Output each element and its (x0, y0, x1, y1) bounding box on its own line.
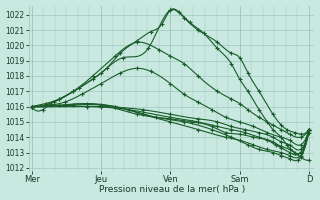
X-axis label: Pression niveau de la mer( hPa ): Pression niveau de la mer( hPa ) (99, 185, 245, 194)
